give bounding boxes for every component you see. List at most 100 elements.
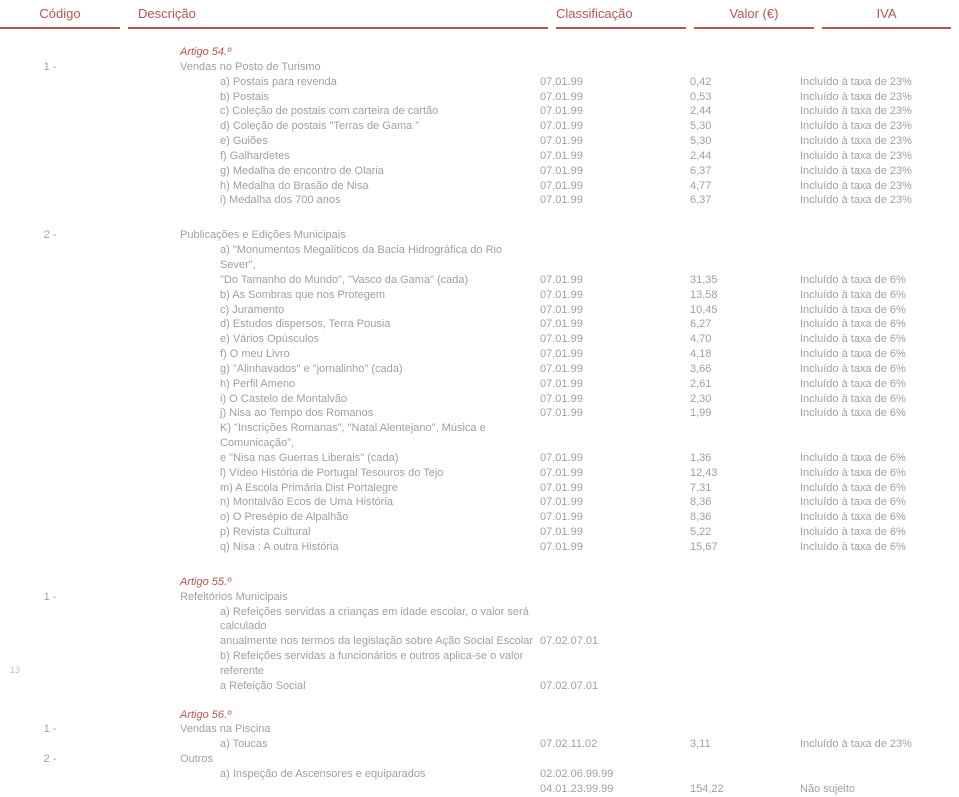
row-class: 07.01.99 [540,193,670,208]
table-row: Artigo 54.º [0,45,959,60]
table-row: p) Revista Cultural 07.01.99 5,22 Incluí… [0,525,959,540]
row-valor: 4,77 [670,179,790,194]
row-iva: Incluído à taxa de 23% [790,149,959,164]
row-desc: c) Juramento [120,303,540,318]
row-valor: 2,44 [670,149,790,164]
table-row: b) As Sombras que nos Protegem 07.01.99 … [0,288,959,303]
table-row: K) "Inscrições Romanas", "Natal Alenteja… [0,421,959,451]
row-desc: Artigo 56.º [120,708,540,723]
row-iva [790,679,959,694]
row-iva: Incluído à taxa de 6% [790,288,959,303]
row-desc: g) "Alinhavados" e "jornalinho" (cada) [120,362,540,377]
row-class: 07.01.99 [540,164,670,179]
row-class: 07.01.99 [540,495,670,510]
row-desc: n) Montalvão Ecos de Uma História [120,495,540,510]
row-desc: Artigo 54.º [120,45,540,60]
row-desc: d) Estudos dispersos, Terra Pousia [120,317,540,332]
row-iva: Incluído à taxa de 23% [790,134,959,149]
table-row: f) O meu Livro 07.01.99 4,18 Incluído à … [0,347,959,362]
row-num [0,303,120,318]
row-num [0,392,120,407]
row-num [0,119,120,134]
table-row: h) Medalha do Brasão de Nisa 07.01.99 4,… [0,179,959,194]
row-valor [670,45,790,60]
row-iva [790,767,959,782]
table-row: l) Vídeo História de Portugal Tesouros d… [0,466,959,481]
page-number: 13 [10,665,20,675]
row-valor: 8,36 [670,510,790,525]
table-row: anualmente nos termos da legislação sobr… [0,634,959,649]
row-iva: Incluído à taxa de 23% [790,193,959,208]
row-iva [790,590,959,605]
row-desc: h) Perfil Ameno [120,377,540,392]
row-num [0,332,120,347]
row-num [0,75,120,90]
row-desc: b) Postais [120,90,540,105]
table-row: n) Montalvão Ecos de Uma História 07.01.… [0,495,959,510]
row-class: 07.01.99 [540,540,670,555]
row-valor: 6,37 [670,193,790,208]
row-iva: Incluído à taxa de 6% [790,510,959,525]
row-desc [120,782,540,797]
table-row: a) "Monumentos Megalíticos da Bacia Hidr… [0,243,959,273]
row-num: 2 - [0,228,120,243]
table-row: c) Juramento 07.01.99 10,45 Incluído à t… [0,303,959,318]
table-row: 1 - Vendas na Piscina [0,722,959,737]
row-iva: Incluído à taxa de 6% [790,347,959,362]
header-iva: IVA [822,6,951,29]
row-valor: 6,37 [670,164,790,179]
table-row: 04.01.23.99.99 154,22 Não sujeito [0,782,959,797]
row-valor: 4,70 [670,332,790,347]
row-valor: 5,30 [670,134,790,149]
table-row: q) Nisa : A outra História 07.01.99 15,6… [0,540,959,555]
row-num [0,451,120,466]
table-row: 1 - Refeitórios Municipais [0,590,959,605]
table-row: f) Galhardetes 07.01.99 2,44 Incluído à … [0,149,959,164]
row-desc: o) O Presépio de Alpalhão [120,510,540,525]
row-desc: i) O Castelo de Montalvão [120,392,540,407]
row-num [0,90,120,105]
row-num [0,767,120,782]
header-codigo: Código [0,6,120,29]
row-valor: 10,45 [670,303,790,318]
row-num [0,406,120,421]
row-num [0,495,120,510]
table-row: g) "Alinhavados" e "jornalinho" (cada) 0… [0,362,959,377]
row-iva: Incluído à taxa de 23% [790,737,959,752]
row-class: 07.02.11.02 [540,737,670,752]
row-num [0,179,120,194]
row-class [540,605,670,635]
row-class [540,708,670,723]
row-desc: anualmente nos termos da legislação sobr… [120,634,540,649]
row-valor [670,243,790,273]
row-class: 07.01.99 [540,288,670,303]
row-num [0,362,120,377]
table-row: 1 - Vendas no Posto de Turismo [0,60,959,75]
row-class [540,575,670,590]
row-num [0,104,120,119]
row-valor: 2,30 [670,392,790,407]
row-class: 07.01.99 [540,317,670,332]
row-desc: a) Refeições servidas a crianças em idad… [120,605,540,635]
row-num [0,134,120,149]
row-desc: c) Coleção de postais com carteira de ca… [120,104,540,119]
row-desc: e) Vários Opúsculos [120,332,540,347]
row-valor: 1,99 [670,406,790,421]
row-desc: b) Refeições servidas a funcionários e o… [120,649,540,679]
table-row: j) Nisa ao Tempo dos Romanos 07.01.99 1,… [0,406,959,421]
row-class: 04.01.23.99.99 [540,782,670,797]
table-row: o) O Presépio de Alpalhão 07.01.99 8,36 … [0,510,959,525]
row-iva: Incluído à taxa de 6% [790,525,959,540]
row-class [540,590,670,605]
row-valor [670,634,790,649]
row-num: 2 - [0,752,120,767]
row-class: 07.01.99 [540,75,670,90]
row-class [540,752,670,767]
row-desc: a) Inspeção de Ascensores e equiparados [120,767,540,782]
table-row: e) Guiões 07.01.99 5,30 Incluído à taxa … [0,134,959,149]
row-iva [790,45,959,60]
row-valor: 0,53 [670,90,790,105]
row-num [0,347,120,362]
row-iva: Incluído à taxa de 23% [790,164,959,179]
row-valor [670,708,790,723]
